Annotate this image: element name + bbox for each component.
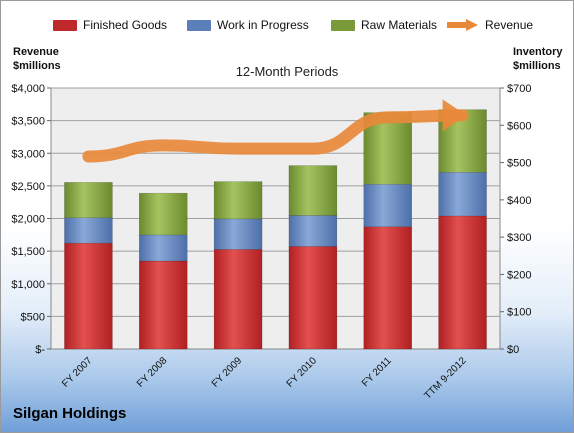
bar-finished-goods (213, 249, 263, 350)
category-label: FY 2010 (285, 355, 320, 390)
legend-label-finished-goods: Finished Goods (83, 18, 168, 32)
category-label: FY 2007 (60, 355, 95, 390)
bar-work-in-progress (288, 215, 338, 247)
right-tick-label: $500 (507, 158, 531, 170)
right-tick-label: $300 (507, 232, 531, 244)
category-label: FY 2009 (210, 355, 245, 390)
left-tick-label: $500 (21, 311, 45, 323)
bar-work-in-progress (213, 218, 263, 250)
legend-label-work-in-progress: Work in Progress (217, 18, 309, 32)
legend-item-raw-materials: Raw Materials (331, 15, 437, 35)
company-name: Silgan Holdings (13, 405, 127, 422)
category-label: FY 2011 (360, 355, 394, 389)
legend: Finished Goods Work in Progress Raw Mate… (1, 15, 573, 35)
legend-swatch-work-in-progress (187, 19, 211, 31)
right-axis-title: Inventory $millions (513, 45, 563, 73)
bar-work-in-progress (64, 217, 113, 244)
left-tick-label: $2,500 (11, 181, 45, 193)
bar-raw-materials (213, 181, 263, 220)
legend-label-raw-materials: Raw Materials (361, 18, 438, 32)
bar-work-in-progress (363, 183, 412, 227)
bar-work-in-progress (438, 172, 487, 217)
right-tick-label: $400 (507, 195, 531, 207)
left-tick-label: $1,500 (11, 246, 45, 258)
bar-raw-materials (288, 165, 338, 216)
left-tick-label: $- (35, 344, 45, 356)
bar-work-in-progress (139, 234, 188, 262)
bar-raw-materials (64, 182, 113, 219)
bar-finished-goods (64, 242, 113, 350)
right-axis-title-line1: Inventory (513, 46, 563, 58)
legend-item-finished-goods: Finished Goods (53, 15, 167, 35)
left-axis-title-line2: $millions (13, 60, 61, 72)
legend-item-work-in-progress: Work in Progress (187, 15, 309, 35)
legend-arrow-revenue (447, 19, 478, 31)
left-tick-label: $3,000 (11, 148, 45, 160)
right-tick-label: $700 (507, 83, 531, 95)
left-tick-label: $1,000 (11, 279, 45, 291)
category-label: FY 2008 (135, 355, 170, 390)
left-axis-title: Revenue $millions (13, 45, 61, 73)
bar-finished-goods (363, 226, 412, 350)
right-tick-label: $0 (507, 344, 519, 356)
revenue-line (82, 109, 469, 163)
legend-label-revenue: Revenue (485, 18, 534, 32)
bar-finished-goods (438, 215, 487, 350)
revenue-arrowhead (442, 99, 467, 132)
left-tick-label: $3,500 (11, 116, 45, 128)
bar-raw-materials (139, 192, 188, 236)
left-tick-label: $2,000 (11, 214, 45, 226)
legend-swatch-finished-goods (53, 19, 77, 31)
bar-finished-goods (139, 260, 188, 350)
chart-subtitle: 12-Month Periods (235, 64, 339, 79)
right-tick-label: $100 (507, 307, 531, 319)
legend-swatch-raw-materials (331, 19, 355, 31)
left-axis-title-line1: Revenue (13, 46, 59, 58)
legend-item-revenue: Revenue (447, 15, 533, 35)
left-tick-label: $4,000 (11, 83, 45, 95)
category-label: TTM 9-2012 (422, 355, 469, 402)
bar-finished-goods (288, 246, 338, 350)
right-axis-title-line2: $millions (513, 60, 561, 72)
right-tick-label: $600 (507, 120, 531, 132)
right-tick-label: $200 (507, 269, 531, 281)
